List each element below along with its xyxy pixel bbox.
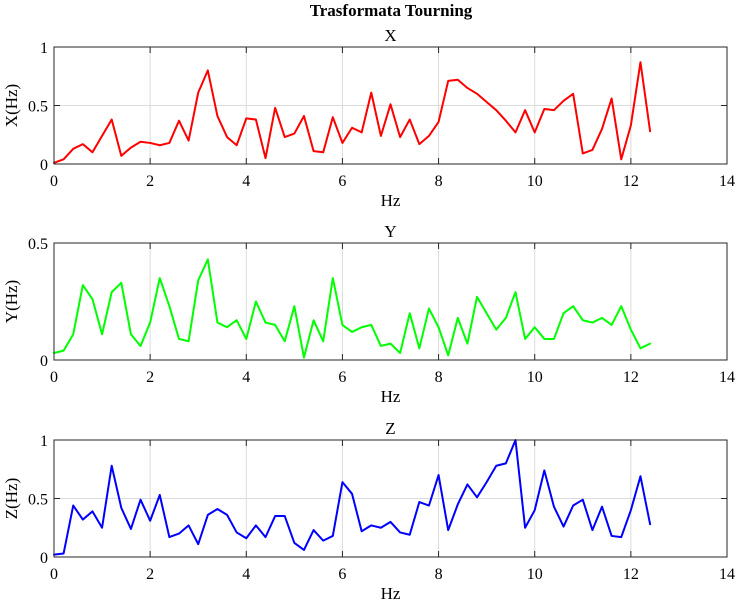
panel-2-title: Y <box>384 222 396 241</box>
panel-2-x-tick-label: 6 <box>338 369 346 386</box>
panel-2-x-axis-label: Hz <box>381 387 401 406</box>
panel-3-x-tick-label: 8 <box>435 566 443 583</box>
panel-2-y-tick-label: 0 <box>40 353 48 370</box>
panel-1-x-tick-label: 8 <box>435 173 443 190</box>
panel-2-x-tick-label: 10 <box>527 369 543 386</box>
panel-3-x-tick-label: 10 <box>527 566 543 583</box>
panel-3-x-tick-label: 4 <box>242 566 250 583</box>
panel-1-x-tick-label: 2 <box>146 173 154 190</box>
panel-3-y-tick-label: 0.5 <box>28 492 48 509</box>
panel-2-axes-frame <box>53 242 728 361</box>
panel-1-x-tick-label: 4 <box>242 173 250 190</box>
panel-3-x-tick-label: 14 <box>719 566 735 583</box>
panel-1-series-line <box>53 61 652 164</box>
panel-1-x-tick-label: 12 <box>623 173 639 190</box>
panel-1-x-axis-label: Hz <box>381 191 401 210</box>
panel-2-x-tick-label: 2 <box>146 369 154 386</box>
panel-3-title: Z <box>385 419 395 438</box>
panel-3-x-tick-label: 0 <box>50 566 58 583</box>
panel-3-x-tick-label: 12 <box>623 566 639 583</box>
panel-2-y-axis-label: Y(Hz) <box>2 280 21 323</box>
panel-2-plot-area <box>54 243 727 360</box>
panel-2-x-tick-label: 12 <box>623 369 639 386</box>
panel-2-x-tick-label: 4 <box>242 369 250 386</box>
panel-1-y-tick-label: 0 <box>40 157 48 174</box>
panel-1-x-tick-label: 14 <box>719 173 735 190</box>
panel-3-y-axis-label: Z(Hz) <box>2 478 21 520</box>
panel-1-y-axis-label: X(Hz) <box>2 84 21 127</box>
panel-2-x-tick-label: 0 <box>50 369 58 386</box>
panel-1-y-tick-label: 1 <box>40 40 48 57</box>
panel-3-y-tick-label: 0 <box>40 550 48 567</box>
panel-2-y-tick-label: 0.5 <box>28 236 48 253</box>
figure-title: Trasformata Tourning <box>310 1 473 20</box>
panel-1-y-tick-label: 0.5 <box>28 99 48 116</box>
panel-1-x-tick-label: 6 <box>338 173 346 190</box>
panel-3-x-tick-label: 6 <box>338 566 346 583</box>
panel-2-x-tick-label: 8 <box>435 369 443 386</box>
panel-1-title: X <box>384 26 396 45</box>
panel-3-x-axis-label: Hz <box>381 584 401 603</box>
panel-2-series-line <box>53 258 652 359</box>
panel-2-x-tick-label: 14 <box>719 369 735 386</box>
panel-3-series-line <box>53 439 652 556</box>
panel-1-x-tick-label: 0 <box>50 173 58 190</box>
panel-3-y-tick-label: 1 <box>40 433 48 450</box>
panel-3-x-tick-label: 2 <box>146 566 154 583</box>
panel-1-x-tick-label: 10 <box>527 173 543 190</box>
